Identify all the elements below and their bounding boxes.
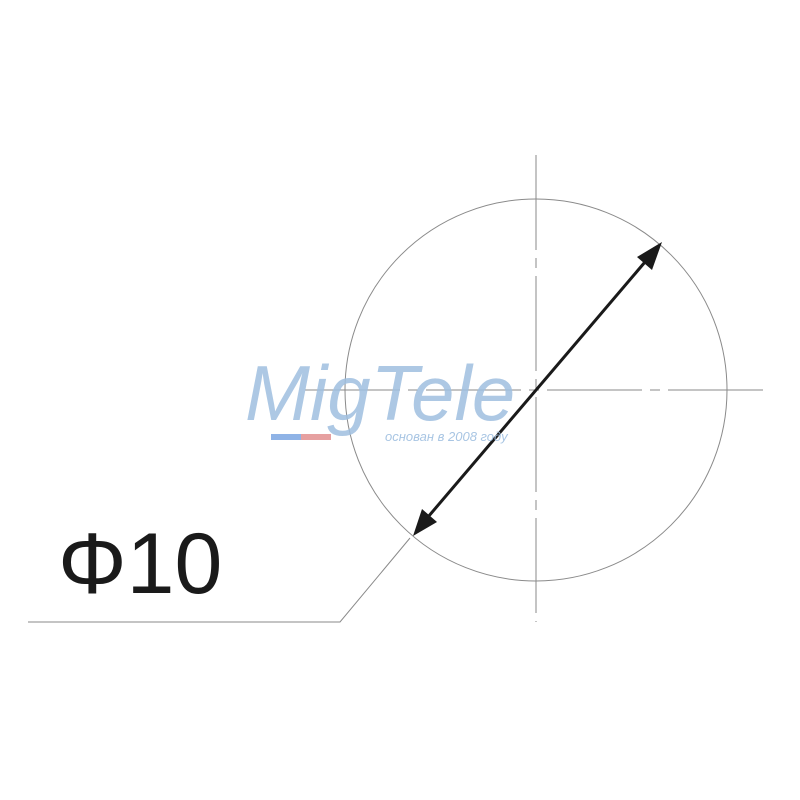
flag-blue-stripe-icon xyxy=(271,434,301,440)
watermark: MigTele основан в 2008 году xyxy=(245,349,515,444)
flag-red-stripe-icon xyxy=(301,434,331,440)
arrowhead-bottom-icon xyxy=(413,509,437,536)
watermark-brand: MigTele xyxy=(245,349,515,437)
dimension-label: Φ10 xyxy=(58,516,222,612)
arrowhead-top-icon xyxy=(637,242,662,270)
leader-line xyxy=(28,537,411,623)
watermark-tagline: основан в 2008 году xyxy=(385,429,509,444)
diameter-line xyxy=(426,261,647,518)
